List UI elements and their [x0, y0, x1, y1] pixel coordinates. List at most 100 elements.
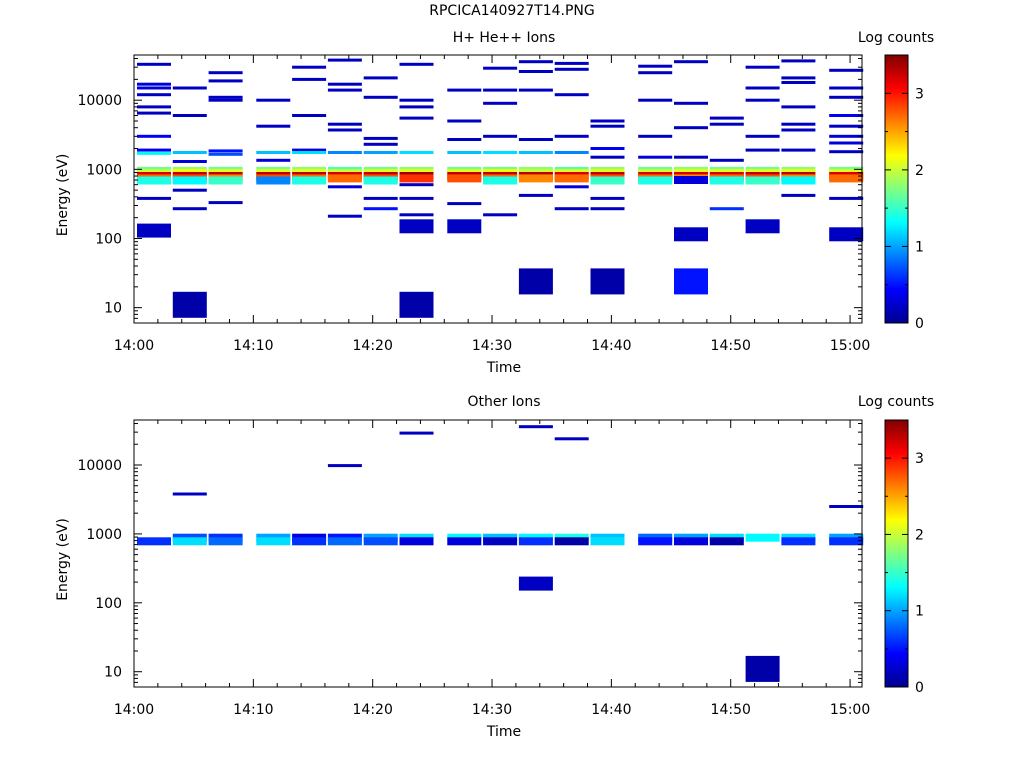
y-tick-label: 10000 [77, 93, 122, 109]
heatmap-cell [781, 148, 816, 152]
heatmap-cell [709, 537, 744, 546]
colorbar-label: Log counts [858, 30, 934, 46]
colorbar-label: Log counts [858, 394, 934, 410]
heatmap-cell [781, 81, 816, 84]
heatmap-cell [745, 86, 780, 90]
heatmap-cell [745, 533, 780, 542]
plot-area [134, 420, 862, 687]
y-tick-label: 10 [104, 665, 122, 681]
heatmap-cell [292, 114, 327, 117]
x-tick-label: 14:20 [353, 338, 393, 354]
heatmap-cell [137, 537, 171, 546]
heatmap-cell [399, 105, 434, 109]
heatmap-cell [829, 141, 864, 145]
heatmap-cell [327, 151, 362, 154]
heatmap-cell [674, 176, 708, 184]
heatmap-cell [399, 98, 434, 102]
heatmap-cell [208, 79, 243, 83]
heatmap-cell [137, 148, 171, 152]
y-axis-label: Energy (eV) [55, 518, 71, 601]
heatmap-cell [292, 148, 327, 152]
heatmap-cell [745, 655, 780, 682]
heatmap-cell [256, 176, 291, 185]
heatmap-cell [483, 151, 518, 154]
heatmap-cell [327, 122, 362, 126]
heatmap-cell [172, 492, 207, 496]
heatmap-cell [518, 70, 553, 73]
colorbar-tick-label: 2 [915, 163, 924, 179]
figure-title: RPCICA140927T14.PNG [429, 3, 595, 19]
heatmap-cell [745, 219, 780, 234]
heatmap-cell [674, 227, 708, 242]
colorbar-tick-label: 0 [915, 316, 924, 332]
heatmap-cell [327, 82, 362, 86]
x-tick-label: 14:30 [472, 338, 512, 354]
heatmap-cell [745, 134, 780, 138]
heatmap-cell [292, 77, 327, 81]
heatmap-cell [518, 425, 553, 429]
heatmap-cell [709, 176, 744, 185]
heatmap-cell [363, 207, 398, 211]
heatmap-cell [208, 152, 243, 156]
heatmap-cell [518, 193, 553, 197]
heatmap-cell [554, 67, 589, 71]
heatmap-cell [554, 437, 589, 441]
colorbar: 0 1 2 3 Log counts [858, 394, 934, 696]
heatmap-cell [363, 196, 398, 200]
heatmap-cell [518, 138, 553, 141]
heatmap-cell [137, 93, 171, 97]
panel-title: Other Ions [467, 394, 540, 410]
y-tick-label: 1000 [86, 527, 122, 543]
heatmap-cell [781, 176, 816, 185]
x-tick-label: 14:10 [233, 702, 273, 718]
heatmap-cell [327, 185, 362, 189]
heatmap-cell [327, 58, 362, 62]
colorbar-tick-label: 1 [915, 239, 924, 255]
heatmap-cell [554, 151, 589, 154]
heatmap-cell [590, 537, 625, 546]
heatmap-cell [554, 93, 589, 97]
heatmap-cell [137, 111, 171, 115]
heatmap-cell [363, 151, 398, 154]
heatmap-cell [137, 105, 171, 109]
heatmap-cell [137, 196, 171, 200]
heatmap-cell [327, 174, 362, 183]
heatmap-cell [399, 213, 434, 217]
heatmap-cell [518, 88, 553, 92]
heatmap-cell [518, 60, 553, 64]
heatmap-cell [327, 464, 362, 468]
heatmap-cell [399, 219, 434, 234]
heatmap-cell [399, 62, 434, 66]
heatmap-cell [709, 207, 744, 211]
y-tick-label: 10 [104, 301, 122, 317]
heatmap-cell [829, 86, 864, 90]
heatmap-cell [638, 98, 673, 102]
heatmap-cell [518, 576, 553, 591]
panel-2: 14:00 14:10 14:20 14:30 14:40 14:50 15:0010100… [55, 394, 934, 740]
heatmap-cell [781, 105, 816, 109]
heatmap-cell [483, 176, 518, 185]
heatmap-cell [483, 537, 518, 546]
heatmap-cell [327, 214, 362, 218]
heatmap-cell [483, 134, 518, 138]
heatmap-cell [674, 268, 708, 295]
heatmap-cell [208, 98, 243, 102]
heatmap-cell [137, 134, 171, 138]
heatmap-cell [829, 196, 864, 200]
heatmap-cell [447, 88, 482, 92]
heatmap-cell [363, 537, 398, 546]
heatmap-cell [638, 134, 673, 138]
heatmap-cell [829, 505, 864, 508]
heatmap-cell [256, 124, 291, 128]
heatmap-cell [172, 114, 207, 117]
heatmap-cell [781, 193, 816, 197]
heatmap-cell [829, 150, 864, 154]
heatmap-cell [590, 196, 625, 200]
heatmap-cell [172, 188, 207, 192]
heatmap-cell [172, 151, 207, 154]
heatmap-cell [292, 65, 327, 69]
colorbar-tick-label: 3 [915, 451, 924, 467]
x-tick-label: 15:00 [830, 338, 870, 354]
heatmap-cell [137, 82, 171, 86]
